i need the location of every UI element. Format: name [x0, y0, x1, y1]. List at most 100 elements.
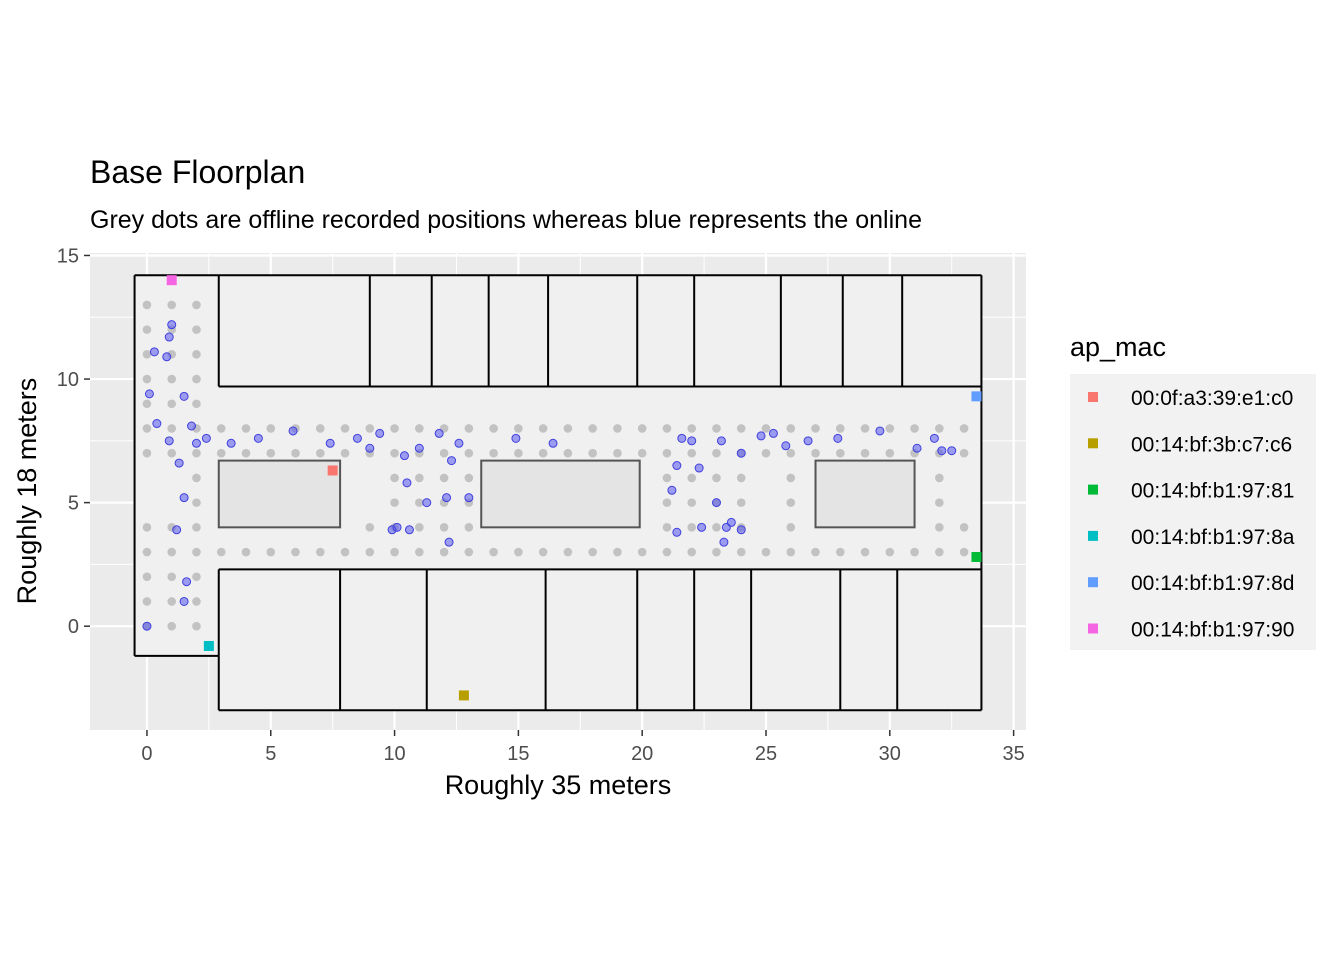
offline-point — [142, 448, 152, 458]
online-point — [929, 433, 939, 443]
online-point — [672, 461, 682, 471]
offline-point — [415, 547, 424, 557]
online-point — [454, 438, 464, 448]
offline-point — [662, 498, 672, 507]
offline-point — [464, 448, 474, 458]
online-point — [548, 438, 558, 448]
offline-point — [192, 523, 201, 532]
x-axis-title: Roughly 35 meters — [445, 770, 672, 800]
offline-point — [687, 473, 697, 483]
legend-label: 00:14:bf:b1:97:90 — [1131, 619, 1294, 642]
online-point — [726, 517, 736, 527]
online-point — [167, 320, 177, 330]
offline-point — [216, 547, 226, 557]
online-point — [422, 498, 432, 508]
offline-point — [910, 424, 919, 433]
y-tick-label: 0 — [68, 616, 79, 638]
offline-point — [266, 424, 276, 433]
legend-background — [1070, 374, 1316, 650]
offline-point — [935, 547, 944, 557]
offline-point — [538, 448, 548, 458]
online-point — [414, 443, 424, 453]
online-point — [149, 347, 159, 357]
offline-point — [167, 597, 177, 606]
offline-point — [390, 424, 399, 433]
x-tick-label: 30 — [879, 743, 901, 765]
offline-point — [613, 448, 622, 458]
offline-point — [811, 547, 820, 557]
floor-area — [134, 275, 982, 711]
offline-point — [142, 300, 152, 310]
x-tick-label: 25 — [755, 743, 777, 765]
offline-point — [142, 572, 152, 582]
offline-point — [860, 424, 870, 433]
online-point — [201, 433, 211, 443]
y-tick-label: 10 — [57, 369, 79, 391]
offline-point — [712, 473, 721, 483]
legend-label: 00:14:bf:b1:97:8d — [1131, 572, 1294, 595]
online-point — [226, 438, 236, 448]
offline-point — [514, 448, 523, 458]
offline-point — [860, 547, 870, 557]
offline-point — [340, 424, 350, 433]
chart-title: Base Floorplan — [90, 154, 305, 190]
online-point — [875, 426, 885, 436]
offline-point — [315, 448, 325, 458]
online-point — [164, 436, 174, 446]
online-point — [768, 428, 778, 438]
legend-label: 00:14:bf:b1:97:81 — [1131, 480, 1294, 503]
offline-point — [216, 448, 226, 458]
offline-point — [637, 424, 647, 433]
offline-point — [390, 473, 399, 483]
offline-point — [736, 498, 746, 507]
y-axis: 0 5 10 15 — [57, 245, 90, 638]
online-point — [442, 493, 452, 503]
offline-point — [662, 547, 672, 557]
offline-point — [637, 547, 647, 557]
offline-point — [910, 547, 919, 557]
legend-swatch — [1088, 438, 1098, 449]
inner-room-box — [217, 459, 342, 529]
online-point — [667, 485, 677, 495]
legend-label: 00:0f:a3:39:e1:c0 — [1131, 387, 1293, 410]
online-point — [697, 522, 707, 532]
offline-point — [736, 473, 746, 483]
offline-point — [835, 547, 845, 557]
offline-point — [167, 399, 177, 409]
offline-point — [514, 547, 523, 557]
offline-point — [241, 448, 251, 458]
online-point — [162, 352, 172, 362]
online-point — [833, 433, 843, 443]
offline-point — [142, 399, 152, 409]
offline-point — [786, 498, 796, 507]
online-point — [172, 525, 182, 535]
offline-point — [736, 547, 746, 557]
inner-room-box — [814, 459, 916, 529]
offline-point — [192, 300, 201, 310]
offline-point — [291, 448, 300, 458]
offline-point — [935, 523, 944, 532]
offline-point — [216, 424, 226, 433]
online-point — [179, 493, 189, 503]
offline-point — [563, 547, 573, 557]
online-point — [187, 421, 197, 431]
online-point — [719, 537, 729, 547]
offline-point — [464, 547, 474, 557]
offline-point — [464, 473, 474, 483]
offline-point — [192, 350, 201, 359]
offline-point — [489, 547, 498, 557]
online-point — [937, 446, 947, 456]
offline-point — [192, 597, 201, 606]
online-point — [444, 537, 454, 547]
offline-point — [885, 424, 895, 433]
online-point — [677, 433, 687, 443]
online-point — [179, 596, 189, 606]
offline-point — [712, 547, 721, 557]
x-tick-label: 5 — [265, 743, 276, 765]
offline-point — [315, 424, 325, 433]
offline-point — [786, 523, 796, 532]
online-point — [694, 463, 704, 473]
x-tick-label: 10 — [383, 743, 405, 765]
offline-point — [786, 424, 796, 433]
offline-point — [538, 547, 548, 557]
